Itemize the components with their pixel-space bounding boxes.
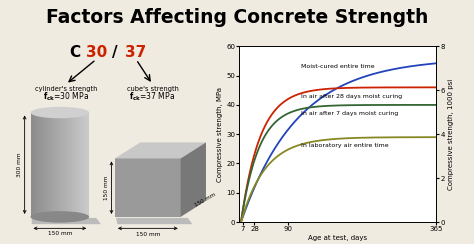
- Text: In laboratory air entire time: In laboratory air entire time: [301, 143, 389, 148]
- Bar: [42, 112, 45, 217]
- Polygon shape: [32, 218, 101, 224]
- Bar: [51, 112, 54, 217]
- Bar: [57, 112, 60, 217]
- Text: Moist-cured entire time: Moist-cured entire time: [301, 64, 375, 69]
- Bar: [45, 112, 48, 217]
- Text: 37: 37: [126, 45, 147, 60]
- Bar: [63, 112, 66, 217]
- Bar: [30, 112, 89, 217]
- Text: $\mathbf{f_{ck}}$=37 MPa: $\mathbf{f_{ck}}$=37 MPa: [129, 91, 175, 103]
- Bar: [72, 112, 74, 217]
- Text: 150 mm: 150 mm: [47, 231, 72, 236]
- X-axis label: Age at test, days: Age at test, days: [308, 235, 367, 241]
- Bar: [66, 112, 69, 217]
- Bar: [77, 112, 81, 217]
- Text: 150 mm: 150 mm: [104, 175, 109, 200]
- Bar: [30, 112, 34, 217]
- Y-axis label: Compressive strength, MPa: Compressive strength, MPa: [218, 87, 223, 182]
- Text: C: C: [70, 45, 81, 60]
- Bar: [69, 112, 72, 217]
- Polygon shape: [115, 142, 206, 158]
- Bar: [115, 158, 181, 217]
- Text: In air after 28 days moist curing: In air after 28 days moist curing: [301, 94, 402, 99]
- Text: In air after 7 days moist curing: In air after 7 days moist curing: [301, 111, 399, 116]
- Bar: [60, 112, 63, 217]
- Text: cylinder's strength: cylinder's strength: [35, 86, 97, 92]
- Bar: [81, 112, 83, 217]
- Text: 150 mm: 150 mm: [136, 232, 160, 237]
- Polygon shape: [116, 218, 192, 224]
- Bar: [83, 112, 86, 217]
- Bar: [34, 112, 36, 217]
- Text: 150 mm: 150 mm: [194, 192, 217, 208]
- Text: 30: 30: [86, 45, 107, 60]
- Bar: [48, 112, 51, 217]
- Text: /: /: [112, 45, 118, 60]
- Bar: [74, 112, 77, 217]
- Text: 300 mm: 300 mm: [17, 152, 22, 177]
- Bar: [39, 112, 42, 217]
- Bar: [54, 112, 57, 217]
- Text: Factors Affecting Concrete Strength: Factors Affecting Concrete Strength: [46, 8, 428, 27]
- Text: cube's strength: cube's strength: [127, 86, 178, 92]
- Ellipse shape: [30, 211, 89, 223]
- Y-axis label: Compressive strength, 1000 psi: Compressive strength, 1000 psi: [447, 79, 454, 190]
- Bar: [36, 112, 39, 217]
- Ellipse shape: [30, 107, 89, 118]
- Bar: [86, 112, 89, 217]
- Text: $\mathbf{f_{ck}}$=30 MPa: $\mathbf{f_{ck}}$=30 MPa: [43, 91, 89, 103]
- Polygon shape: [181, 142, 206, 217]
